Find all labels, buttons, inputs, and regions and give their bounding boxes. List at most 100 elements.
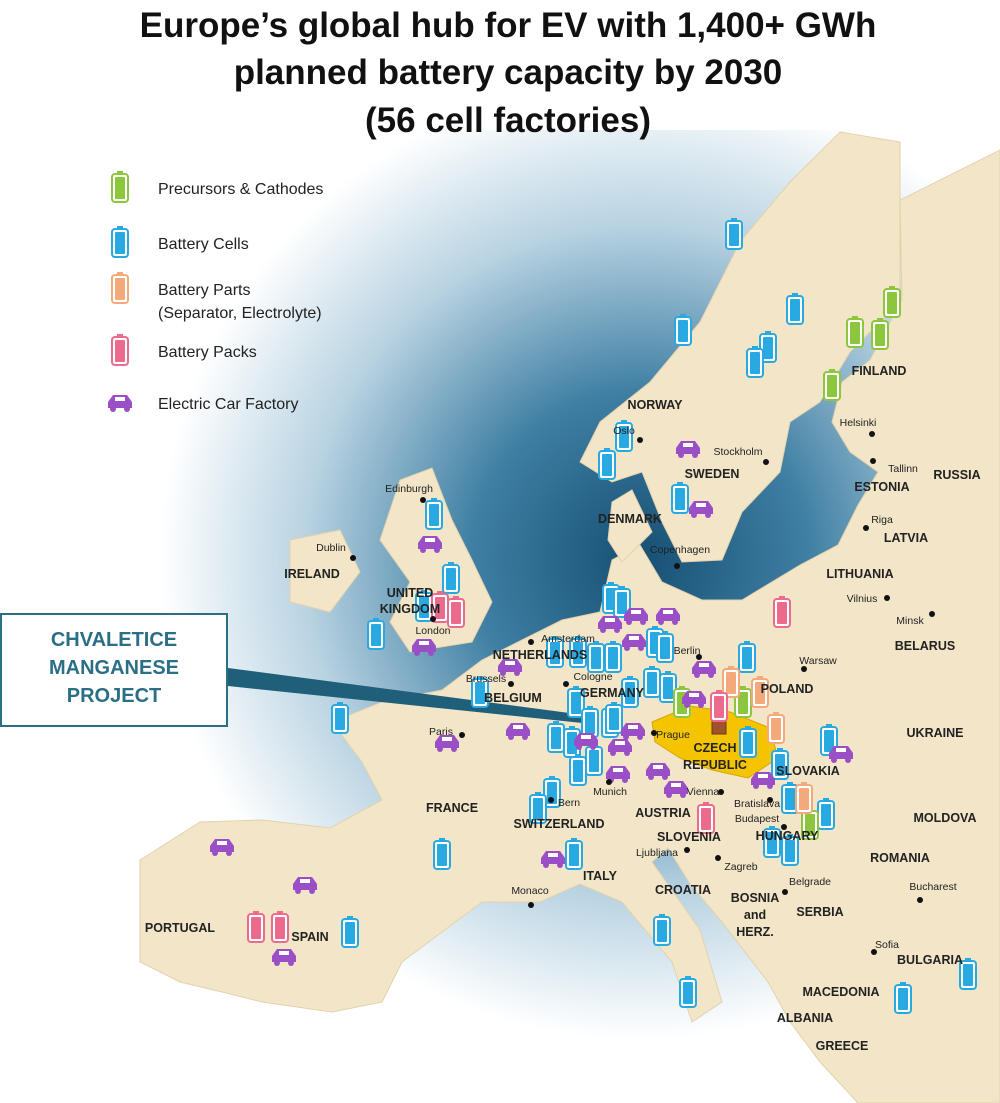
car-icon <box>751 772 775 789</box>
city-dot <box>869 431 875 437</box>
car-body <box>293 877 317 890</box>
battery-icon <box>823 369 841 401</box>
car-wheel <box>614 627 620 633</box>
car-wheel <box>500 670 506 676</box>
battery-fill <box>771 718 781 740</box>
battery-fill <box>660 637 670 659</box>
country-label: LITHUANIA <box>826 567 893 581</box>
project-site <box>711 719 727 735</box>
country-label: DENMARK <box>598 512 662 526</box>
battery-fill <box>569 844 579 866</box>
battery-cap <box>757 676 763 679</box>
battery-cap <box>889 286 895 289</box>
city-label: Prague <box>656 729 690 741</box>
car-wheel <box>678 452 684 458</box>
city-label: Oslo <box>613 425 635 437</box>
battery-icon <box>722 666 740 698</box>
car-wheel <box>226 850 232 856</box>
battery-fill <box>573 760 583 782</box>
battery-fill <box>115 278 125 300</box>
city-label: Berlin <box>674 645 701 657</box>
car-window <box>279 951 289 955</box>
car-wheel <box>414 650 420 656</box>
car-body <box>498 659 522 672</box>
car-wheel <box>658 619 664 625</box>
battery-fill <box>738 692 748 714</box>
car-wheel <box>622 777 628 783</box>
battery-icon <box>871 318 889 350</box>
battery-icon <box>565 838 583 870</box>
car-wheel <box>624 750 630 756</box>
car-window <box>425 538 435 542</box>
battery-fill <box>419 596 429 618</box>
battery-fill <box>850 322 860 344</box>
car-window <box>613 768 623 772</box>
battery-icon <box>781 782 799 814</box>
battery-cap <box>728 666 734 669</box>
battery-cap <box>965 958 971 961</box>
title-line: planned battery capacity by 2030 <box>234 53 783 92</box>
battery-fill <box>824 730 834 752</box>
car-wheel <box>831 757 837 763</box>
car-window <box>671 783 681 787</box>
legend-label: Battery Cells <box>158 236 249 253</box>
battery-cap <box>665 671 671 674</box>
car-icon <box>435 735 459 752</box>
battery-cap <box>553 721 559 724</box>
car-wheel <box>610 750 616 756</box>
battery-fill <box>429 504 439 526</box>
battery-fill <box>437 844 447 866</box>
battery-cap <box>680 314 686 317</box>
car-body <box>272 949 296 962</box>
battery-fill <box>567 732 577 754</box>
battery-cap <box>571 838 577 841</box>
battery-icon <box>425 498 443 530</box>
country-label: UNITED <box>387 586 434 600</box>
title-line: Europe’s global hub for EV with 1,400+ G… <box>140 6 877 45</box>
battery-fill <box>251 917 261 939</box>
car-wheel <box>212 850 218 856</box>
country-label: POLAND <box>761 682 814 696</box>
battery-cap <box>277 911 283 914</box>
city-dot <box>763 459 769 465</box>
car-icon <box>622 634 646 651</box>
car-body <box>598 616 622 629</box>
car-wheel <box>110 406 116 412</box>
car-body <box>574 733 598 746</box>
battery-fill <box>775 754 785 776</box>
battery-icon <box>111 334 129 366</box>
battery-icon <box>738 641 756 673</box>
battery-cap <box>477 676 483 679</box>
car-window <box>419 641 429 645</box>
car-wheel <box>557 862 563 868</box>
car-wheel <box>420 547 426 553</box>
battery-fill <box>785 788 795 810</box>
battery-icon <box>569 636 587 668</box>
battery-fill <box>701 808 711 830</box>
battery-icon <box>773 596 791 628</box>
battery-cap <box>575 754 581 757</box>
city-dot <box>696 654 702 660</box>
country-label: LATVIA <box>884 531 928 545</box>
battery-fill <box>805 814 815 836</box>
battery-cap <box>823 798 829 801</box>
car-wheel <box>767 783 773 789</box>
car-icon <box>210 839 234 856</box>
car-icon <box>656 608 680 625</box>
battery-fill <box>115 177 125 199</box>
car-body <box>108 395 132 408</box>
city-dot <box>420 497 426 503</box>
car-wheel <box>648 774 654 780</box>
battery-fill <box>767 832 777 854</box>
car-window <box>615 741 625 745</box>
car-wheel <box>295 888 301 894</box>
battery-icon <box>763 826 781 858</box>
city-dot <box>782 889 788 895</box>
car-window <box>505 661 515 665</box>
battery-fill <box>573 642 583 664</box>
car-wheel <box>694 672 700 678</box>
city-dot <box>871 949 877 955</box>
battery-icon <box>604 641 622 673</box>
battery-icon <box>621 676 639 708</box>
battery-fill <box>963 964 973 986</box>
